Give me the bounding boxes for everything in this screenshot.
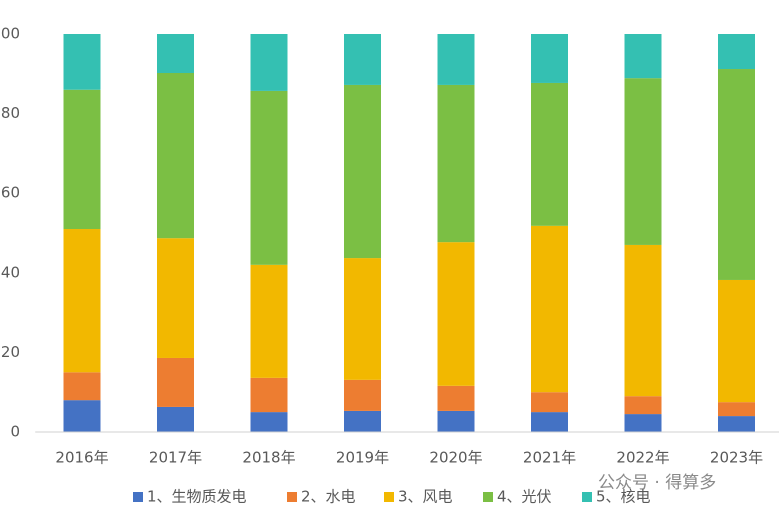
bar-segment	[531, 34, 568, 83]
legend-label: 3、风电	[398, 488, 453, 506]
bar-segment	[250, 377, 288, 413]
bar-segment	[718, 416, 755, 432]
legend-swatch	[483, 492, 493, 502]
legend-swatch	[287, 492, 297, 502]
bar-segment	[157, 238, 194, 358]
bar-segment	[157, 406, 194, 432]
bar-segment	[344, 34, 381, 85]
bar-segment	[157, 34, 194, 74]
bar-segment	[250, 264, 288, 378]
bar-segment	[63, 372, 101, 401]
x-tick-label: 2021年	[523, 449, 576, 467]
bar-segment	[624, 244, 662, 397]
bar-segment	[344, 379, 381, 411]
bar-segment	[344, 258, 381, 380]
bar-segment	[157, 73, 194, 239]
x-tick-label: 2018年	[242, 449, 295, 467]
bar-segment	[624, 78, 662, 245]
bar-segment	[531, 392, 568, 413]
x-tick-label: 2022年	[616, 449, 669, 467]
y-tick-label: 80	[1, 104, 20, 122]
bar-segment	[250, 412, 288, 432]
x-tick-label: 2019年	[336, 449, 389, 467]
bar-segment	[624, 34, 662, 79]
x-tick-label: 2020年	[429, 449, 482, 467]
bar-segment	[437, 242, 475, 386]
legend-swatch	[582, 492, 592, 502]
bar-segment	[157, 357, 194, 407]
bar-segment	[437, 34, 475, 85]
bar-segment	[531, 225, 568, 393]
bar-segment	[718, 34, 755, 70]
bar-segment	[624, 414, 662, 432]
legend-label: 1、生物质发电	[147, 488, 247, 506]
bar-segment	[718, 279, 755, 403]
legend-swatch	[133, 492, 143, 502]
bar-segment	[344, 410, 381, 432]
legend-label: 2、水电	[301, 488, 356, 506]
legend-label: 4、光伏	[497, 488, 552, 506]
bar-segment	[63, 89, 101, 230]
y-tick-label: 100	[0, 25, 20, 43]
x-tick-label: 2017年	[149, 449, 202, 467]
y-tick-label: 20	[1, 343, 20, 361]
legend-swatch	[384, 492, 394, 502]
bar-segment	[718, 402, 755, 417]
bar-segment	[250, 34, 288, 91]
x-tick-label: 2016年	[55, 449, 108, 467]
y-tick-label: 60	[1, 184, 20, 202]
x-tick-label: 2023年	[710, 449, 763, 467]
legend-label: 5、核电	[596, 488, 651, 506]
bar-segment	[63, 229, 101, 373]
bar-segment	[437, 385, 475, 411]
bar-segment	[531, 82, 568, 226]
bar-segment	[63, 400, 101, 432]
bar-segment	[344, 84, 381, 259]
bar-segment	[718, 69, 755, 280]
bar-segment	[531, 412, 568, 432]
y-tick-label: 40	[1, 263, 20, 281]
bar-segment	[437, 84, 475, 243]
bar-segment	[250, 90, 288, 265]
watermark: 公众号 · 得算多	[598, 473, 716, 493]
bar-segment	[63, 34, 101, 90]
bar-segment	[437, 410, 475, 432]
bar-segment	[624, 396, 662, 415]
y-tick-label: 0	[10, 423, 20, 441]
